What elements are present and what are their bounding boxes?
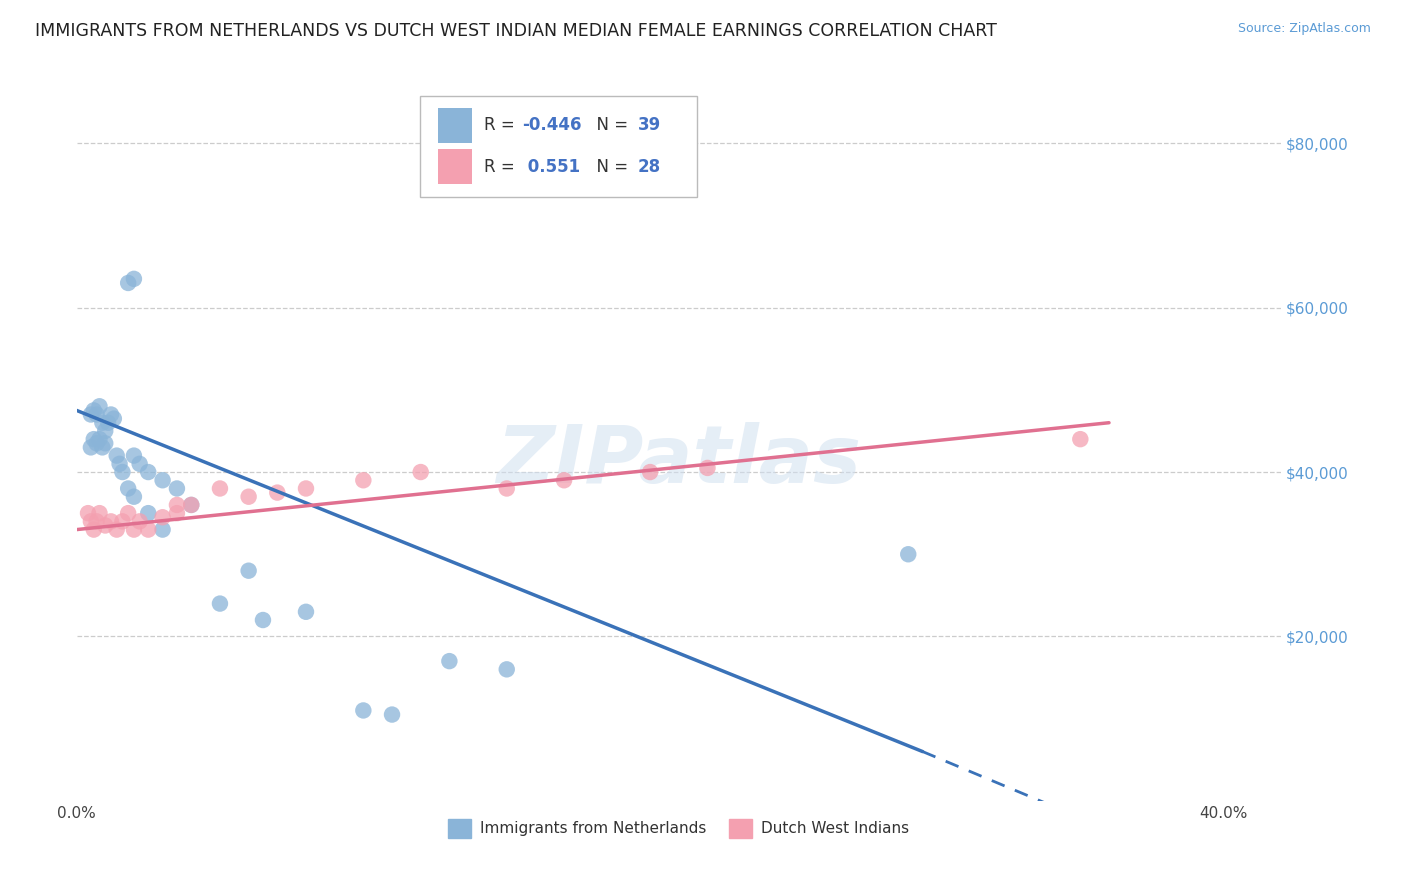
Text: 39: 39 [638, 117, 661, 135]
Point [80, 441, 103, 455]
Point [86, 408, 108, 422]
Point [208, 482, 231, 496]
Text: 0.551: 0.551 [522, 158, 581, 176]
Point [80, 408, 103, 422]
Point [180, 498, 202, 512]
Point [122, 272, 145, 286]
Point [89, 506, 111, 520]
Point [128, 457, 150, 471]
Point [136, 523, 159, 537]
Point [252, 613, 274, 627]
FancyBboxPatch shape [437, 108, 471, 143]
Point [111, 465, 134, 479]
Point [352, 473, 374, 487]
Point [100, 408, 122, 422]
Point [100, 514, 122, 528]
Point [89, 399, 111, 413]
Point [86, 514, 108, 528]
Point [1069, 432, 1091, 446]
Point [117, 482, 139, 496]
Point [136, 506, 159, 520]
Point [208, 597, 231, 611]
Point [105, 523, 128, 537]
Point [89, 432, 111, 446]
Text: N =: N = [586, 158, 634, 176]
Point [117, 276, 139, 290]
Point [117, 506, 139, 520]
Point [352, 703, 374, 717]
Point [238, 490, 260, 504]
Point [83, 403, 105, 417]
Text: IMMIGRANTS FROM NETHERLANDS VS DUTCH WEST INDIAN MEDIAN FEMALE EARNINGS CORRELAT: IMMIGRANTS FROM NETHERLANDS VS DUTCH WES… [35, 22, 997, 40]
Point [122, 490, 145, 504]
Point [91, 416, 114, 430]
Point [439, 654, 461, 668]
Point [495, 662, 517, 676]
Point [108, 457, 131, 471]
Legend: Immigrants from Netherlands, Dutch West Indians: Immigrants from Netherlands, Dutch West … [441, 813, 915, 844]
Point [128, 514, 150, 528]
Text: R =: R = [484, 158, 520, 176]
Text: ZIPatlas: ZIPatlas [496, 422, 862, 500]
Point [77, 506, 100, 520]
Point [105, 449, 128, 463]
Point [111, 514, 134, 528]
Point [94, 424, 117, 438]
Point [80, 514, 103, 528]
Point [94, 436, 117, 450]
Point [83, 432, 105, 446]
Text: -0.446: -0.446 [522, 117, 582, 135]
Point [295, 605, 318, 619]
Point [86, 436, 108, 450]
FancyBboxPatch shape [437, 150, 471, 185]
Point [122, 523, 145, 537]
Point [553, 473, 575, 487]
Point [94, 518, 117, 533]
Point [238, 564, 260, 578]
Point [166, 482, 188, 496]
Point [166, 498, 188, 512]
Point [266, 485, 288, 500]
Point [152, 473, 174, 487]
Point [409, 465, 432, 479]
Point [97, 416, 120, 430]
Text: R =: R = [484, 117, 520, 135]
Point [166, 506, 188, 520]
Point [495, 482, 517, 496]
Point [152, 523, 174, 537]
Point [91, 441, 114, 455]
Point [295, 482, 318, 496]
Text: N =: N = [586, 117, 634, 135]
Point [696, 461, 718, 475]
Point [83, 523, 105, 537]
FancyBboxPatch shape [420, 95, 697, 197]
Point [103, 411, 125, 425]
Point [897, 547, 920, 561]
Point [136, 465, 159, 479]
Point [180, 498, 202, 512]
Point [381, 707, 404, 722]
Point [152, 510, 174, 524]
Point [122, 449, 145, 463]
Point [638, 465, 661, 479]
Text: 28: 28 [638, 158, 661, 176]
Text: Source: ZipAtlas.com: Source: ZipAtlas.com [1237, 22, 1371, 36]
